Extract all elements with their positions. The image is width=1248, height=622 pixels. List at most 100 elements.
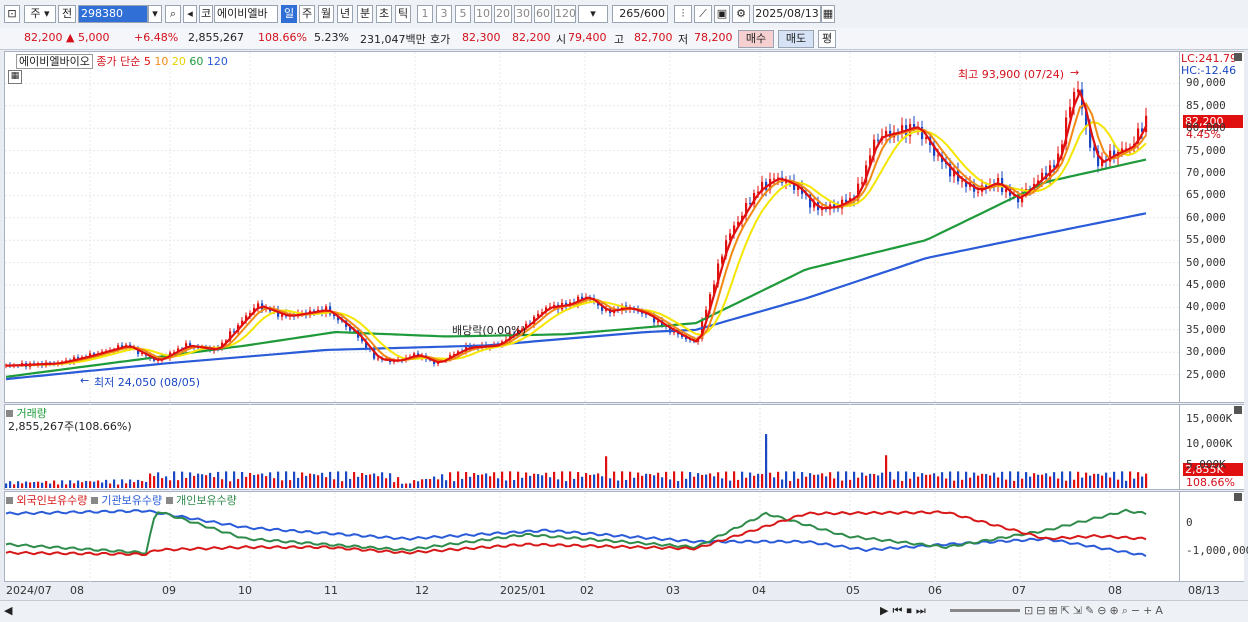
price-axis: [1180, 51, 1244, 403]
current-price-tag: 82,200: [1183, 115, 1243, 128]
interval-30-button[interactable]: 30: [514, 5, 532, 23]
interval-60-button[interactable]: 60: [534, 5, 552, 23]
foreign-holding-label: 외국인보유수량: [16, 494, 88, 507]
period-week-button[interactable]: 주: [299, 5, 315, 23]
price-tick-label: 25,000: [1186, 367, 1226, 381]
interval-3-button[interactable]: 3: [436, 5, 452, 23]
main-toolbar: ⊡ 주 ▾ 전 298380 ▾ ⌕ ◂ 코 에이비엘바 일 주 월 년 분 초…: [0, 0, 1248, 29]
bottom-scrollbar[interactable]: ◀ ▶⏮⏹⏭ ⊡⊟⊞⇱⇲✎⊖⊕⌕−+A: [0, 600, 1248, 622]
high-price: 82,700: [634, 31, 673, 44]
open-price: 79,400: [568, 31, 607, 44]
price-tick-label: 60,000: [1186, 210, 1226, 224]
period-minute-button[interactable]: 분: [357, 5, 373, 23]
volume-marker-icon: [6, 410, 13, 417]
price-tick-label: 85,000: [1186, 98, 1226, 112]
buy-button[interactable]: 매수: [738, 30, 774, 48]
price-tick-label: 90,000: [1186, 76, 1226, 90]
x-label-09: 09: [162, 584, 176, 597]
x-label-05: 05: [846, 584, 860, 597]
stock-code-input[interactable]: 298380: [78, 5, 148, 23]
ma5-label: 5: [143, 55, 151, 68]
count-value: 265: [619, 7, 641, 20]
holding-marker-icon-2: [90, 497, 98, 504]
vol-tick-5000: 5,000K: [1186, 458, 1226, 471]
x-label-last-date: 08/13: [1188, 584, 1220, 597]
period-type-label: 주: [30, 7, 41, 20]
vol-tick-10000: 10,000K: [1186, 437, 1233, 450]
window-menu-icon[interactable]: ⊡: [4, 5, 20, 23]
volume-title: 거래량: [16, 407, 47, 420]
code-dropdown-icon[interactable]: ▾: [148, 5, 162, 23]
custom-interval-select[interactable]: ▾: [578, 5, 608, 23]
x-label-12: 12: [415, 584, 429, 597]
volume-value-label: 2,855,267주(108.66%): [8, 420, 132, 433]
bid-price: 82,200: [512, 31, 551, 44]
period-second-button[interactable]: 초: [376, 5, 392, 23]
x-label-07: 07: [1012, 584, 1026, 597]
x-label-08: 08: [70, 584, 84, 597]
ma20-label: 20: [171, 55, 186, 68]
high-label: 고: [614, 33, 625, 46]
speaker-icon[interactable]: ◂: [183, 5, 197, 23]
low-price: 78,200: [694, 31, 733, 44]
interval-120-button[interactable]: 120: [554, 5, 576, 23]
change-rate: +6.48%: [134, 31, 179, 44]
x-label-10: 10: [238, 584, 252, 597]
low-annotation: 최저 24,050 (08/05): [94, 376, 201, 389]
x-label-08b: 08: [1108, 584, 1122, 597]
high-annotation: 최고 93,900 (07/24): [958, 68, 1065, 81]
price-close-icon[interactable]: [1234, 53, 1242, 61]
line-tool-icon[interactable]: ⟋: [694, 5, 712, 23]
x-label-06: 06: [928, 584, 942, 597]
price-tick-label: 30,000: [1186, 345, 1226, 359]
volume-value: 2,855,267: [188, 31, 244, 44]
price-tick-label: 50,000: [1186, 255, 1226, 269]
volume-close-icon[interactable]: [1234, 406, 1242, 414]
low-arrow-icon: ←: [80, 374, 90, 387]
current-pct-tag: 4.45%: [1186, 128, 1221, 141]
period-tick-button[interactable]: 틱: [395, 5, 411, 23]
period-year-button[interactable]: 년: [337, 5, 353, 23]
holding-close-icon[interactable]: [1234, 493, 1242, 501]
price-change: ▲ 5,000: [66, 31, 110, 44]
ma10-label: 10: [154, 55, 169, 68]
price-tick-label: 75,000: [1186, 143, 1226, 157]
holding-legend: 외국인보유수량 기관보유수량 개인보유수량: [6, 492, 237, 508]
period-month-button[interactable]: 월: [318, 5, 334, 23]
interval-5-button[interactable]: 5: [455, 5, 471, 23]
table-toggle-icon[interactable]: ▦: [8, 70, 22, 84]
date-field[interactable]: 2025/08/13: [753, 5, 821, 23]
gear-icon[interactable]: ⚙: [732, 5, 750, 23]
interval-10-button[interactable]: 10: [474, 5, 492, 23]
quote-bar: 82,200 ▲ 5,000 +6.48% 2,855,267 108.66% …: [0, 28, 1248, 50]
calendar-icon[interactable]: ▦: [821, 5, 835, 23]
playback-controls[interactable]: ▶⏮⏹⏭: [880, 604, 930, 617]
zoom-slider[interactable]: [950, 609, 1020, 612]
sell-button[interactable]: 매도: [778, 30, 814, 48]
hc-label: HC:-12.46: [1181, 64, 1237, 77]
period-type-select[interactable]: 주 ▾: [24, 5, 56, 23]
high-arrow-icon: →: [1070, 66, 1080, 79]
interval-20-button[interactable]: 20: [494, 5, 512, 23]
stock-name-field[interactable]: 에이비엘바: [214, 5, 278, 23]
low-label: 저: [678, 33, 689, 46]
ma60-label: 60: [189, 55, 204, 68]
market-select[interactable]: 전: [58, 5, 76, 23]
inst-holding-label: 기관보유수량: [101, 494, 163, 507]
count-max: /600: [640, 7, 665, 20]
price-tick-label: 35,000: [1186, 322, 1226, 336]
search-icon[interactable]: ⌕: [165, 5, 181, 23]
eval-button[interactable]: 평: [818, 30, 836, 48]
candle-type-icon[interactable]: ⫶: [674, 5, 692, 23]
price-tick-label: 40,000: [1186, 300, 1226, 314]
period-day-button[interactable]: 일: [281, 5, 297, 23]
price-tick-label: 55,000: [1186, 233, 1226, 247]
scroll-left-icon[interactable]: ◀: [4, 604, 13, 617]
holding-axis: [1180, 491, 1244, 582]
count-field[interactable]: 265/600: [612, 5, 668, 23]
volume-panel: [4, 404, 1180, 490]
save-icon[interactable]: ▣: [714, 5, 730, 23]
tool-icons[interactable]: ⊡⊟⊞⇱⇲✎⊖⊕⌕−+A: [1024, 604, 1166, 617]
interval-1-button[interactable]: 1: [417, 5, 433, 23]
x-label-02: 02: [580, 584, 594, 597]
